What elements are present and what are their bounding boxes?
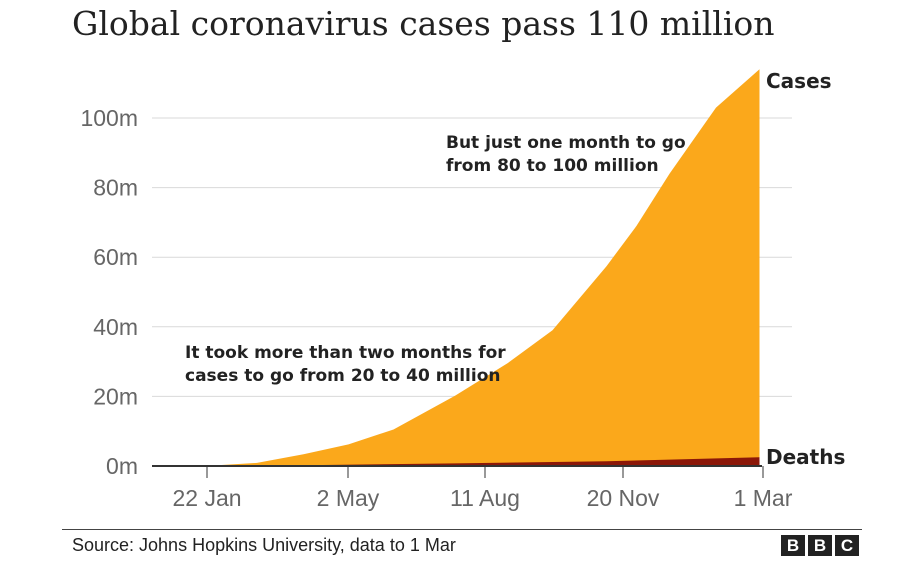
bbc-logo-letter-b2: B — [808, 535, 832, 556]
chart-title: Global coronavirus cases pass 110 millio… — [72, 4, 775, 43]
x-tick-label: 22 Jan — [172, 485, 241, 511]
bbc-logo-letter-b1: B — [781, 535, 805, 556]
footer-divider — [62, 529, 862, 530]
annotation-text: from 80 to 100 million — [446, 156, 659, 176]
y-tick-label: 80m — [93, 175, 138, 201]
series-label-deaths: Deaths — [766, 445, 845, 469]
x-tick-label: 1 Mar — [734, 485, 793, 511]
y-tick-label: 60m — [93, 244, 138, 270]
annotation-text: It took more than two months for — [185, 343, 506, 363]
area-chart: 0m 20m 40m 60m 80m 100m Cases Deaths 22 Jan 2 May… — [80, 69, 845, 511]
bbc-logo-letter-c: C — [835, 535, 859, 556]
bbc-logo: B B C — [781, 535, 859, 556]
series-area-cases — [152, 69, 760, 467]
x-axis — [152, 465, 764, 478]
x-tick-label: 2 May — [317, 485, 380, 511]
x-tick-label: 20 Nov — [587, 485, 660, 511]
x-tick-label: 11 Aug — [450, 485, 520, 511]
y-tick-label: 0m — [106, 453, 138, 479]
area-series — [152, 69, 760, 467]
y-tick-label: 40m — [93, 314, 138, 340]
annotation-text: cases to go from 20 to 40 million — [185, 366, 501, 386]
y-tick-label: 20m — [93, 383, 138, 409]
series-area-deaths — [152, 457, 760, 466]
series-label-cases: Cases — [766, 69, 832, 93]
chart-labels: 0m 20m 40m 60m 80m 100m Cases Deaths 22 Jan 2 May… — [80, 69, 845, 511]
source-note: Source: Johns Hopkins University, data t… — [72, 535, 456, 555]
y-tick-label: 100m — [80, 105, 138, 131]
annotation-text: But just one month to go — [446, 133, 686, 153]
